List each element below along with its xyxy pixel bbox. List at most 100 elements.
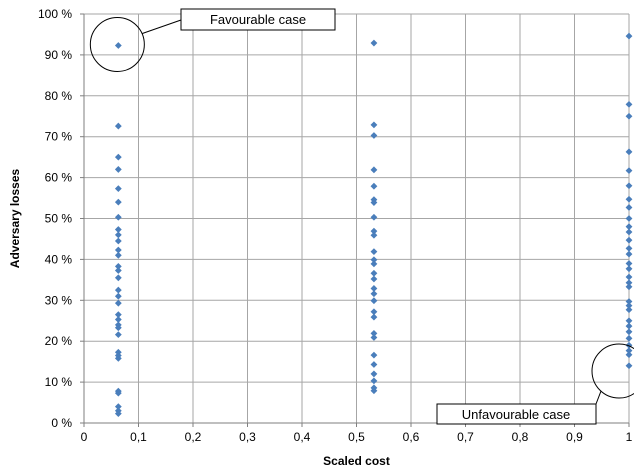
unfavourable-label: Unfavourable case: [462, 407, 570, 422]
data-point: [114, 274, 122, 282]
data-point: [625, 306, 633, 314]
data-point: [114, 237, 122, 245]
data-point: [114, 226, 122, 233]
tick-labels: 0 0,1 0,2 0,3 0,4 0,5 0,6 0,7 0,8 0,9 10 %10 %20 %…: [38, 7, 633, 444]
x-tick-label: 0,8: [512, 430, 529, 444]
favourable-leader-line: [142, 19, 182, 34]
data-point: [625, 265, 633, 273]
data-point: [370, 166, 378, 174]
x-tick-label: 0,1: [130, 430, 147, 444]
data-point: [625, 317, 633, 325]
data-point: [625, 351, 633, 359]
data-point: [625, 100, 633, 108]
data-point: [625, 347, 633, 355]
data-point: [370, 285, 378, 292]
data-point: [370, 213, 378, 221]
data-point: [370, 269, 378, 277]
y-tick-label: 100 %: [38, 7, 72, 21]
data-point: [370, 260, 378, 268]
favourable-label: Favourable case: [210, 12, 306, 27]
data-point: [370, 199, 378, 206]
annotations: Favourable case Unfavourable case: [89, 8, 634, 425]
unfavourable-leader-line: [595, 390, 602, 405]
data-point: [114, 286, 122, 294]
data-point: [625, 244, 633, 252]
y-tick-label: 0 %: [51, 416, 72, 430]
x-tick-label: 0: [81, 430, 88, 444]
unfavourable-label-box: [436, 403, 597, 425]
y-tick-label: 50 %: [45, 212, 73, 226]
data-point: [114, 292, 122, 300]
data-point: [370, 256, 378, 264]
data-points: [114, 32, 633, 417]
y-tick-label: 30 %: [45, 293, 73, 307]
data-point: [625, 112, 633, 120]
x-tick-label: 0,6: [403, 430, 420, 444]
data-point: [625, 223, 633, 231]
data-point: [114, 166, 122, 173]
y-tick-label: 20 %: [45, 334, 73, 348]
data-point: [625, 260, 633, 267]
data-point: [114, 153, 122, 161]
data-point: [370, 330, 378, 337]
data-point: [370, 132, 378, 139]
data-point: [625, 195, 633, 203]
data-point: [114, 267, 122, 274]
data-point: [370, 39, 378, 47]
x-tick-label: 0,7: [457, 430, 474, 444]
data-point: [114, 231, 122, 239]
y-tick-label: 60 %: [45, 171, 73, 185]
data-point: [114, 316, 122, 323]
data-point: [370, 290, 378, 298]
data-point: [625, 228, 633, 236]
data-point: [114, 198, 122, 206]
data-point: [625, 204, 633, 211]
x-tick-label: 0,2: [185, 430, 202, 444]
data-point: [625, 279, 633, 287]
data-point: [114, 403, 122, 411]
data-point: [114, 299, 122, 307]
x-tick-label: 1: [626, 430, 633, 444]
data-point: [114, 262, 122, 270]
data-point: [625, 250, 633, 258]
data-point: [114, 311, 122, 319]
data-point: [114, 354, 122, 362]
x-tick-label: 0,4: [294, 430, 311, 444]
data-point: [370, 351, 378, 359]
data-point: [370, 377, 378, 385]
data-point: [625, 283, 633, 291]
data-point: [625, 328, 633, 336]
data-point: [625, 167, 633, 175]
y-tick-label: 70 %: [45, 130, 73, 144]
data-point: [114, 42, 122, 49]
y-axis-title: Adversary losses: [8, 168, 22, 268]
data-point: [625, 148, 633, 156]
data-point: [370, 308, 378, 316]
x-tick-label: 0,5: [348, 430, 365, 444]
favourable-circle: [89, 16, 145, 72]
data-point: [370, 334, 378, 341]
data-point: [370, 313, 378, 321]
data-point: [370, 182, 378, 190]
y-tick-label: 80 %: [45, 89, 73, 103]
axes: [80, 13, 630, 427]
data-point: [625, 236, 633, 244]
unfavourable-circle: [591, 343, 634, 399]
data-point: [625, 215, 633, 222]
data-point: [625, 322, 633, 330]
data-point: [625, 273, 633, 281]
data-point: [114, 389, 122, 397]
data-point: [370, 121, 378, 129]
y-tick-label: 10 %: [45, 375, 73, 389]
y-tick-label: 90 %: [45, 48, 73, 62]
favourable-label-box: [180, 8, 336, 31]
data-point: [114, 185, 122, 193]
grid-lines: [84, 13, 630, 423]
x-tick-label: 0,9: [566, 430, 583, 444]
data-point: [625, 32, 633, 40]
data-point: [370, 361, 378, 368]
data-point: [625, 302, 633, 310]
data-point: [625, 334, 633, 342]
data-point: [370, 275, 378, 283]
